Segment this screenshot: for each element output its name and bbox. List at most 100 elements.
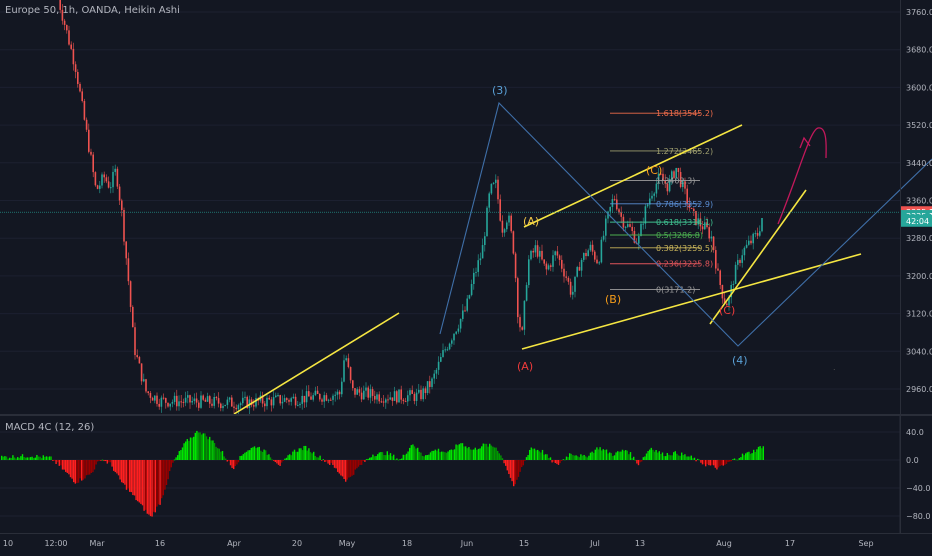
candle-body bbox=[486, 207, 488, 237]
macd-bar bbox=[322, 459, 324, 460]
macd-bar bbox=[185, 441, 187, 460]
candle-body bbox=[149, 392, 152, 398]
price-chart[interactable]: 1.618(3545.2)1.272(3465.2)1(3402.3)0.786… bbox=[0, 0, 932, 414]
macd-bar bbox=[562, 459, 564, 461]
macd-bar bbox=[591, 451, 593, 460]
macd-bar bbox=[530, 447, 532, 460]
time-tick-label: 18 bbox=[402, 539, 412, 548]
candle-body bbox=[545, 263, 548, 270]
candle-body bbox=[77, 71, 79, 84]
time-tick-label: Jul bbox=[589, 539, 600, 548]
candle-body bbox=[534, 245, 537, 253]
trendline-channel-top[interactable] bbox=[523, 124, 743, 228]
candle-body bbox=[611, 199, 614, 207]
candle-body bbox=[433, 373, 435, 379]
macd-bar bbox=[738, 458, 740, 460]
macd-chart[interactable]: 40.0 0.0 −40.0 −80.0 bbox=[0, 416, 932, 533]
macd-bar bbox=[628, 454, 630, 460]
macd-bar bbox=[242, 454, 244, 460]
candle-body bbox=[609, 206, 611, 212]
macd-bar bbox=[297, 451, 299, 460]
macd-bar bbox=[266, 454, 268, 460]
macd-bar bbox=[34, 457, 36, 460]
macd-bar bbox=[554, 460, 556, 464]
macd-bar bbox=[514, 460, 516, 485]
candle-body bbox=[721, 284, 724, 299]
macd-bar bbox=[156, 460, 158, 507]
candle-body bbox=[633, 230, 636, 243]
macd-bar bbox=[375, 456, 377, 460]
candle-body bbox=[587, 250, 589, 257]
candle-body bbox=[583, 253, 585, 260]
candle-body bbox=[310, 396, 312, 400]
trendline-channel-bottom[interactable] bbox=[521, 253, 862, 350]
macd-bar bbox=[377, 454, 379, 460]
macd-bar bbox=[76, 460, 78, 484]
candle-body bbox=[132, 306, 134, 328]
macd-bar bbox=[317, 457, 320, 460]
macd-bar bbox=[433, 450, 435, 460]
macd-bar bbox=[69, 460, 72, 478]
candle-body bbox=[437, 361, 440, 370]
macd-bar bbox=[82, 460, 84, 480]
pane-divider[interactable] bbox=[0, 414, 932, 416]
candle-body bbox=[382, 401, 385, 403]
macd-tick-label: 0.0 bbox=[906, 456, 919, 465]
macd-bar bbox=[597, 449, 600, 460]
macd-bar bbox=[65, 460, 67, 472]
candle-body bbox=[561, 259, 563, 269]
macd-bar bbox=[684, 454, 686, 460]
candle-body bbox=[686, 188, 688, 204]
macd-bar bbox=[701, 460, 704, 465]
wave-projection-line[interactable] bbox=[439, 101, 932, 347]
candle-body bbox=[235, 407, 237, 410]
candle-body bbox=[594, 251, 596, 260]
macd-bar bbox=[713, 460, 715, 466]
wave-label: (A) bbox=[523, 215, 539, 228]
macd-bar bbox=[545, 454, 547, 460]
macd-bar bbox=[289, 454, 291, 460]
macd-bar bbox=[586, 457, 588, 460]
macd-bar bbox=[524, 460, 526, 461]
candle-body bbox=[202, 395, 204, 400]
macd-bar bbox=[361, 460, 363, 465]
candle-body bbox=[578, 267, 581, 271]
macd-bar bbox=[516, 460, 518, 480]
candle-body bbox=[281, 401, 284, 404]
macd-bar bbox=[372, 454, 374, 460]
time-tick-label: Jun bbox=[460, 539, 474, 548]
macd-bar bbox=[50, 456, 52, 460]
macd-bar bbox=[234, 460, 236, 467]
time-tick-label: 12:00 bbox=[44, 539, 67, 548]
trendline-lower-left[interactable] bbox=[233, 312, 400, 414]
macd-bar bbox=[743, 455, 745, 460]
candle-body bbox=[631, 226, 633, 231]
candle-body bbox=[657, 173, 660, 184]
macd-bar bbox=[413, 446, 416, 460]
candle-body bbox=[70, 44, 72, 49]
candle-body bbox=[209, 396, 211, 404]
macd-bar bbox=[87, 460, 89, 475]
candle-body bbox=[266, 397, 268, 407]
time-axis[interactable]: 10 12:00 Mar 16 Apr 20 May 18 Jun 15 Jul 13 Aug 17 Sep bbox=[0, 533, 932, 551]
macd-bar bbox=[217, 448, 219, 460]
macd-bar bbox=[649, 449, 651, 460]
macd-bar bbox=[645, 453, 648, 460]
candle-body bbox=[90, 151, 92, 155]
candle-body bbox=[94, 172, 97, 186]
macd-bar bbox=[477, 448, 480, 460]
macd-bar bbox=[599, 447, 601, 460]
macd-bar bbox=[436, 450, 438, 460]
candle-body bbox=[244, 396, 246, 398]
macd-bar bbox=[9, 457, 11, 460]
projection-arrow[interactable] bbox=[777, 127, 827, 225]
price-axis[interactable]: 3760.0 3680.0 3600.0 3520.0 3440.0 3360.0 3280… bbox=[901, 8, 932, 394]
macd-bar bbox=[93, 460, 96, 470]
candle-body bbox=[286, 398, 288, 400]
macd-bar bbox=[273, 460, 275, 461]
fib-level-label: 0.236(3225.8) bbox=[656, 260, 713, 269]
fib-level-label: 0.618(3314.1) bbox=[656, 218, 713, 227]
macd-bar bbox=[196, 430, 198, 460]
candle-body bbox=[547, 265, 550, 270]
candle-body bbox=[699, 218, 702, 227]
